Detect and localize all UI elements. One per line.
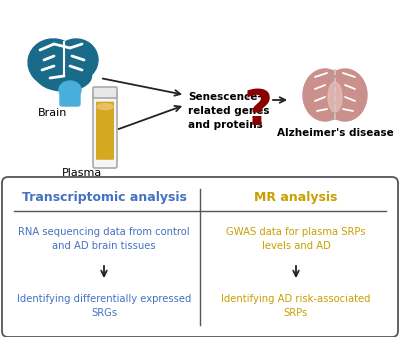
FancyBboxPatch shape <box>60 88 80 106</box>
Text: Brain: Brain <box>38 108 67 118</box>
FancyBboxPatch shape <box>93 92 117 168</box>
FancyBboxPatch shape <box>96 102 114 160</box>
Text: Plasma: Plasma <box>62 168 102 178</box>
Text: Identifying differentially expressed
SRGs: Identifying differentially expressed SRG… <box>17 294 191 318</box>
Text: Identifying AD risk-associated
SRPs: Identifying AD risk-associated SRPs <box>221 294 371 318</box>
Ellipse shape <box>328 82 342 112</box>
Text: MR analysis: MR analysis <box>254 190 338 204</box>
Ellipse shape <box>36 61 92 91</box>
Ellipse shape <box>321 71 349 119</box>
Ellipse shape <box>59 81 81 99</box>
Text: RNA sequencing data from control
and AD brain tissues: RNA sequencing data from control and AD … <box>18 227 190 251</box>
Text: Alzheimer's disease: Alzheimer's disease <box>277 128 393 138</box>
Ellipse shape <box>28 39 80 87</box>
Ellipse shape <box>97 104 113 110</box>
Ellipse shape <box>303 69 347 121</box>
FancyBboxPatch shape <box>93 87 117 98</box>
Ellipse shape <box>51 44 79 80</box>
Ellipse shape <box>54 39 98 81</box>
Text: GWAS data for plasma SRPs
levels and AD: GWAS data for plasma SRPs levels and AD <box>226 227 366 251</box>
Ellipse shape <box>323 69 367 121</box>
Text: Senescence-
related genes
and proteins: Senescence- related genes and proteins <box>188 92 270 130</box>
Text: Transcriptomic analysis: Transcriptomic analysis <box>22 190 186 204</box>
FancyBboxPatch shape <box>2 177 398 337</box>
Text: ?: ? <box>244 87 272 135</box>
